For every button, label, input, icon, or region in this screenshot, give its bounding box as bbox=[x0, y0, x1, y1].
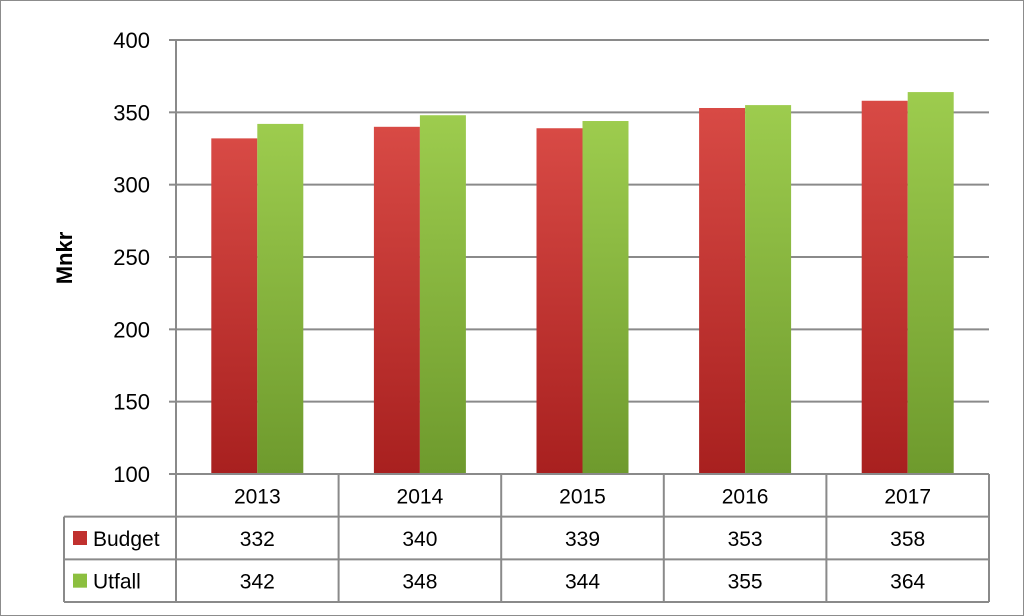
data-label: 342 bbox=[240, 571, 275, 594]
data-label: 340 bbox=[402, 528, 437, 551]
y-axis-label: Mnkr bbox=[52, 231, 77, 284]
bar-utfall-2017 bbox=[907, 92, 954, 474]
y-tick-label: 100 bbox=[113, 462, 150, 487]
y-tick-label: 350 bbox=[113, 100, 150, 125]
gridlines bbox=[176, 39, 989, 403]
x-tick-label: 2016 bbox=[722, 485, 769, 508]
bar-utfall-2013 bbox=[257, 123, 304, 474]
bar-budget-2015 bbox=[536, 128, 583, 474]
data-table: 2013 2014 2015 2016 2017 Budget 332 340 339 353 35… bbox=[63, 473, 990, 603]
x-tick-label: 2014 bbox=[397, 485, 444, 508]
y-tick-label: 400 bbox=[113, 28, 150, 53]
data-label: 353 bbox=[728, 528, 763, 551]
bar-utfall-2015 bbox=[582, 121, 629, 474]
bars bbox=[211, 92, 954, 475]
data-label: 344 bbox=[565, 571, 600, 594]
bar-utfall-2014 bbox=[419, 115, 466, 474]
bar-budget-2017 bbox=[861, 100, 908, 474]
data-label: 358 bbox=[890, 528, 925, 551]
y-tick-label: 300 bbox=[113, 173, 150, 198]
legend-swatch-budget bbox=[73, 531, 87, 545]
y-tick-label: 250 bbox=[113, 245, 150, 270]
bar-budget-2016 bbox=[699, 107, 746, 474]
bar-utfall-2016 bbox=[745, 105, 792, 474]
y-tick-label: 200 bbox=[113, 317, 150, 342]
bar-budget-2014 bbox=[373, 126, 420, 475]
data-label: 348 bbox=[402, 571, 437, 594]
x-tick-label: 2015 bbox=[559, 485, 606, 508]
x-tick-label: 2013 bbox=[234, 485, 281, 508]
y-tick-label: 150 bbox=[113, 390, 150, 415]
bar-budget-2013 bbox=[211, 138, 258, 474]
data-label: 355 bbox=[728, 571, 763, 594]
data-label: 364 bbox=[890, 571, 925, 594]
data-label: 339 bbox=[565, 528, 600, 551]
y-axis: 100 150 200 250 300 350 400 bbox=[113, 28, 177, 487]
legend-label-budget: Budget bbox=[93, 528, 160, 551]
data-label: 332 bbox=[240, 528, 275, 551]
legend-label-utfall: Utfall bbox=[93, 571, 141, 594]
legend-swatch-utfall bbox=[73, 573, 87, 588]
x-tick-label: 2017 bbox=[884, 485, 931, 508]
